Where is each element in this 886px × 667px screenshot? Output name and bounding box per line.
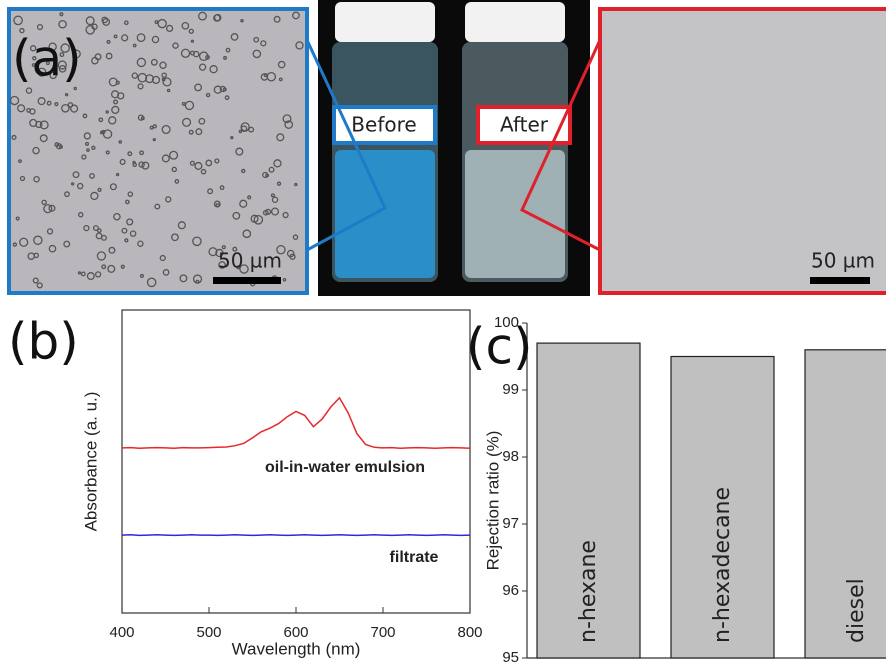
panel-label: (b) [8, 313, 79, 371]
y-axis-label: Rejection ratio (%) [483, 431, 502, 571]
x-tick-label: 400 [109, 624, 134, 641]
y-axis-label: Absorbance (a. u.) [81, 392, 100, 532]
category-label: n-hexane [576, 540, 601, 643]
vial-cap [465, 2, 565, 42]
y-tick-label: 96 [502, 582, 519, 599]
y-tick-label: 95 [502, 649, 519, 666]
y-tick-label: 98 [502, 448, 519, 465]
emulsion [335, 150, 435, 278]
x-tick-label: 800 [457, 624, 482, 641]
vial-cap [335, 2, 435, 42]
line-series [122, 398, 470, 448]
x-axis-label: Wavelength (nm) [232, 639, 361, 658]
scale-bar-label: 50 µm [218, 249, 282, 273]
figure: Before After (a) 50 µm 50 µm 400 500 600 70… [0, 0, 886, 667]
annotation: filtrate [390, 549, 439, 566]
vial-label: After [500, 113, 549, 137]
panel-label: (a) [12, 30, 82, 88]
annotation: oil-in-water emulsion [265, 459, 425, 476]
panel-label: (c) [466, 318, 533, 376]
x-tick-label: 600 [283, 624, 308, 641]
x-tick-label: 500 [196, 624, 221, 641]
x-tick-label: 700 [370, 624, 395, 641]
scale-bar [810, 277, 870, 284]
scale-bar [213, 277, 281, 284]
vial-label: Before [351, 113, 416, 137]
category-label: diesel [844, 578, 869, 643]
scale-bar-label: 50 µm [811, 249, 875, 273]
filtrate-liquid [465, 150, 565, 278]
category-label: n-hexadecane [710, 487, 735, 643]
line-series [122, 535, 470, 536]
y-tick-label: 97 [502, 515, 519, 532]
y-tick-label: 99 [502, 381, 519, 398]
